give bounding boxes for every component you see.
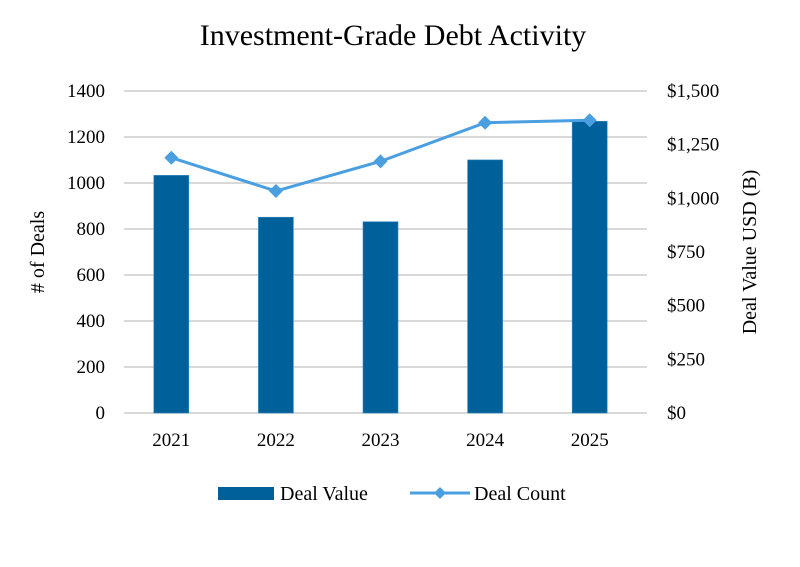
left-tick-label: 1000 [67,173,105,194]
right-axis-title: Deal Value USD (B) [739,170,761,335]
x-axis-ticks: 2021 2022 2023 2024 2025 [152,430,608,451]
left-tick-label: 1200 [67,127,105,148]
point-2025 [582,113,597,128]
left-tick-label: 1400 [67,81,105,102]
left-tick-label: 800 [77,219,106,240]
point-2024 [478,115,493,130]
right-tick-label: $750 [667,242,705,263]
legend-swatch-deal-value [218,487,274,500]
bar-2023 [362,221,399,414]
left-tick-label: 400 [77,311,106,332]
left-tick-label: 0 [96,403,106,424]
deal-value-bars [153,120,608,414]
right-axis-ticks: $0 $250 $500 $750 $1,000 $1,250 $1,500 [667,81,719,424]
bar-2025 [571,120,608,414]
point-2021 [164,150,179,165]
right-tick-label: $1,250 [667,135,719,156]
x-tick-label: 2023 [362,430,400,451]
right-tick-label: $500 [667,296,705,317]
chart-title: Investment-Grade Debt Activity [200,19,587,52]
left-tick-label: 200 [77,357,106,378]
right-tick-label: $0 [667,403,686,424]
left-tick-label: 600 [77,265,106,286]
point-2022 [268,184,283,199]
right-tick-label: $1,000 [667,188,719,209]
legend: Deal Value Deal Count [218,483,566,505]
legend-label-deal-value: Deal Value [280,483,368,505]
x-tick-label: 2021 [152,430,190,451]
x-tick-label: 2022 [257,430,295,451]
bar-2024 [467,159,503,414]
x-tick-label: 2025 [571,430,609,451]
bar-2022 [258,216,294,414]
point-2023 [373,154,388,169]
left-axis-title: # of Deals [27,211,49,293]
deal-count-line [164,113,597,199]
legend-swatch-deal-count-marker [434,487,446,499]
right-tick-label: $1,500 [667,81,719,102]
bar-2021 [153,175,190,414]
right-tick-label: $250 [667,349,705,370]
x-tick-label: 2024 [466,430,505,451]
left-axis-ticks: 0 200 400 600 800 1000 1200 1400 [67,81,105,424]
legend-label-deal-count: Deal Count [474,483,566,505]
